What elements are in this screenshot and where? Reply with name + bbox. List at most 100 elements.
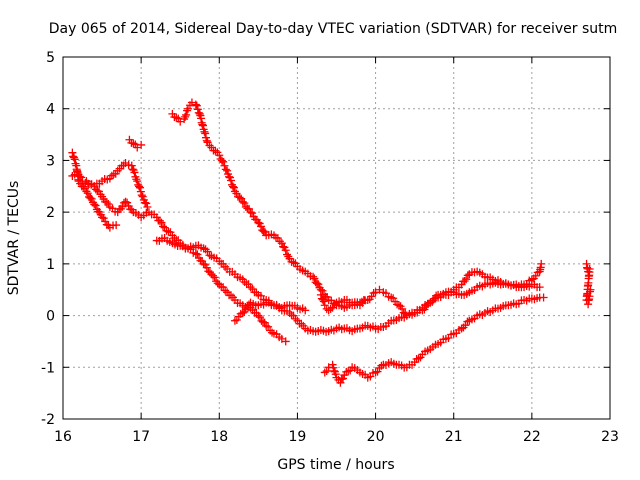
series-track-2 — [68, 148, 121, 232]
data-point — [87, 194, 96, 203]
data-point — [256, 222, 265, 231]
data-point — [127, 161, 136, 170]
data-point — [202, 136, 211, 145]
data-point — [537, 259, 546, 268]
data-point — [191, 100, 200, 109]
data-point — [462, 275, 471, 284]
data-point — [193, 105, 202, 114]
data-point — [99, 214, 108, 223]
data-point — [235, 193, 244, 202]
data-point — [283, 250, 292, 259]
data-point — [246, 208, 255, 217]
data-point — [463, 317, 472, 326]
data-point — [328, 303, 337, 312]
data-point — [398, 304, 407, 313]
data-point — [357, 297, 366, 306]
data-point — [355, 301, 364, 310]
series-track-3 — [82, 177, 290, 346]
series-track-8 — [316, 290, 368, 315]
y-axis-label: SDTVAR / TECUs — [6, 181, 22, 296]
data-point — [281, 246, 290, 255]
chart-title: Day 065 of 2014, Sidereal Day-to-day VTE… — [49, 21, 618, 37]
data-point — [184, 104, 193, 113]
data-point — [586, 285, 595, 294]
data-point — [136, 187, 145, 196]
data-point — [291, 314, 300, 323]
data-point — [209, 271, 218, 280]
data-point — [215, 151, 224, 160]
data-point — [219, 157, 228, 166]
series-track-5 — [152, 234, 546, 336]
y-tick-label: -1 — [41, 360, 55, 376]
grid — [63, 57, 610, 419]
data-point — [202, 263, 211, 272]
data-point — [118, 202, 127, 211]
data-point — [90, 200, 99, 209]
data-point — [318, 286, 327, 295]
data-point — [91, 201, 100, 210]
data-point — [141, 198, 150, 207]
data-point — [220, 161, 229, 170]
data-point — [182, 110, 191, 119]
data-point — [312, 279, 321, 288]
data-point — [227, 176, 236, 185]
data-point — [142, 199, 151, 208]
data-point — [213, 279, 222, 288]
data-point — [123, 198, 132, 207]
data-point — [143, 202, 152, 211]
data-point — [155, 216, 164, 225]
data-point — [193, 250, 202, 259]
data-point — [309, 272, 318, 281]
data-point — [137, 191, 146, 200]
data-point — [389, 294, 398, 303]
data-point — [82, 187, 91, 196]
data-point — [221, 286, 230, 295]
data-point — [192, 101, 201, 110]
data-point — [221, 165, 230, 174]
data-point — [322, 367, 331, 376]
x-tick-label: 21 — [445, 429, 463, 445]
data-point — [132, 175, 141, 184]
data-point — [191, 249, 200, 258]
data-point — [68, 148, 77, 157]
data-point — [181, 112, 190, 121]
data-point — [133, 177, 142, 186]
data-point — [461, 321, 470, 330]
data-point — [225, 172, 234, 181]
data-point — [240, 199, 249, 208]
data-point — [393, 300, 402, 309]
data-point — [254, 311, 263, 320]
data-point — [432, 291, 441, 300]
data-point — [195, 109, 204, 118]
y-tick-label: 4 — [46, 102, 55, 118]
plot-frame — [62, 56, 611, 420]
data-point — [316, 290, 325, 299]
data-point — [337, 375, 346, 384]
x-tick-label: 23 — [601, 429, 619, 445]
data-point — [248, 209, 257, 218]
data-point — [373, 367, 382, 376]
y-tick-label: 3 — [46, 153, 55, 169]
data-point — [183, 106, 192, 115]
data-point — [129, 139, 138, 148]
data-point — [79, 182, 88, 191]
series-track-7 — [230, 298, 310, 325]
data-points — [68, 98, 595, 387]
x-tick-label: 17 — [132, 429, 150, 445]
data-point — [301, 306, 310, 315]
data-point — [418, 306, 427, 315]
data-point — [201, 129, 210, 138]
data-point — [281, 337, 290, 346]
x-tick-label: 18 — [210, 429, 228, 445]
data-point — [102, 198, 111, 207]
data-point — [172, 113, 181, 122]
data-point — [205, 251, 214, 260]
data-point — [369, 289, 378, 298]
y-tick-label: 5 — [46, 50, 55, 66]
data-point — [531, 271, 540, 280]
y-tick-label: 2 — [46, 205, 55, 221]
data-point — [246, 283, 255, 292]
data-point — [159, 222, 168, 231]
data-point — [535, 283, 544, 292]
y-tick-label: -2 — [41, 412, 55, 428]
